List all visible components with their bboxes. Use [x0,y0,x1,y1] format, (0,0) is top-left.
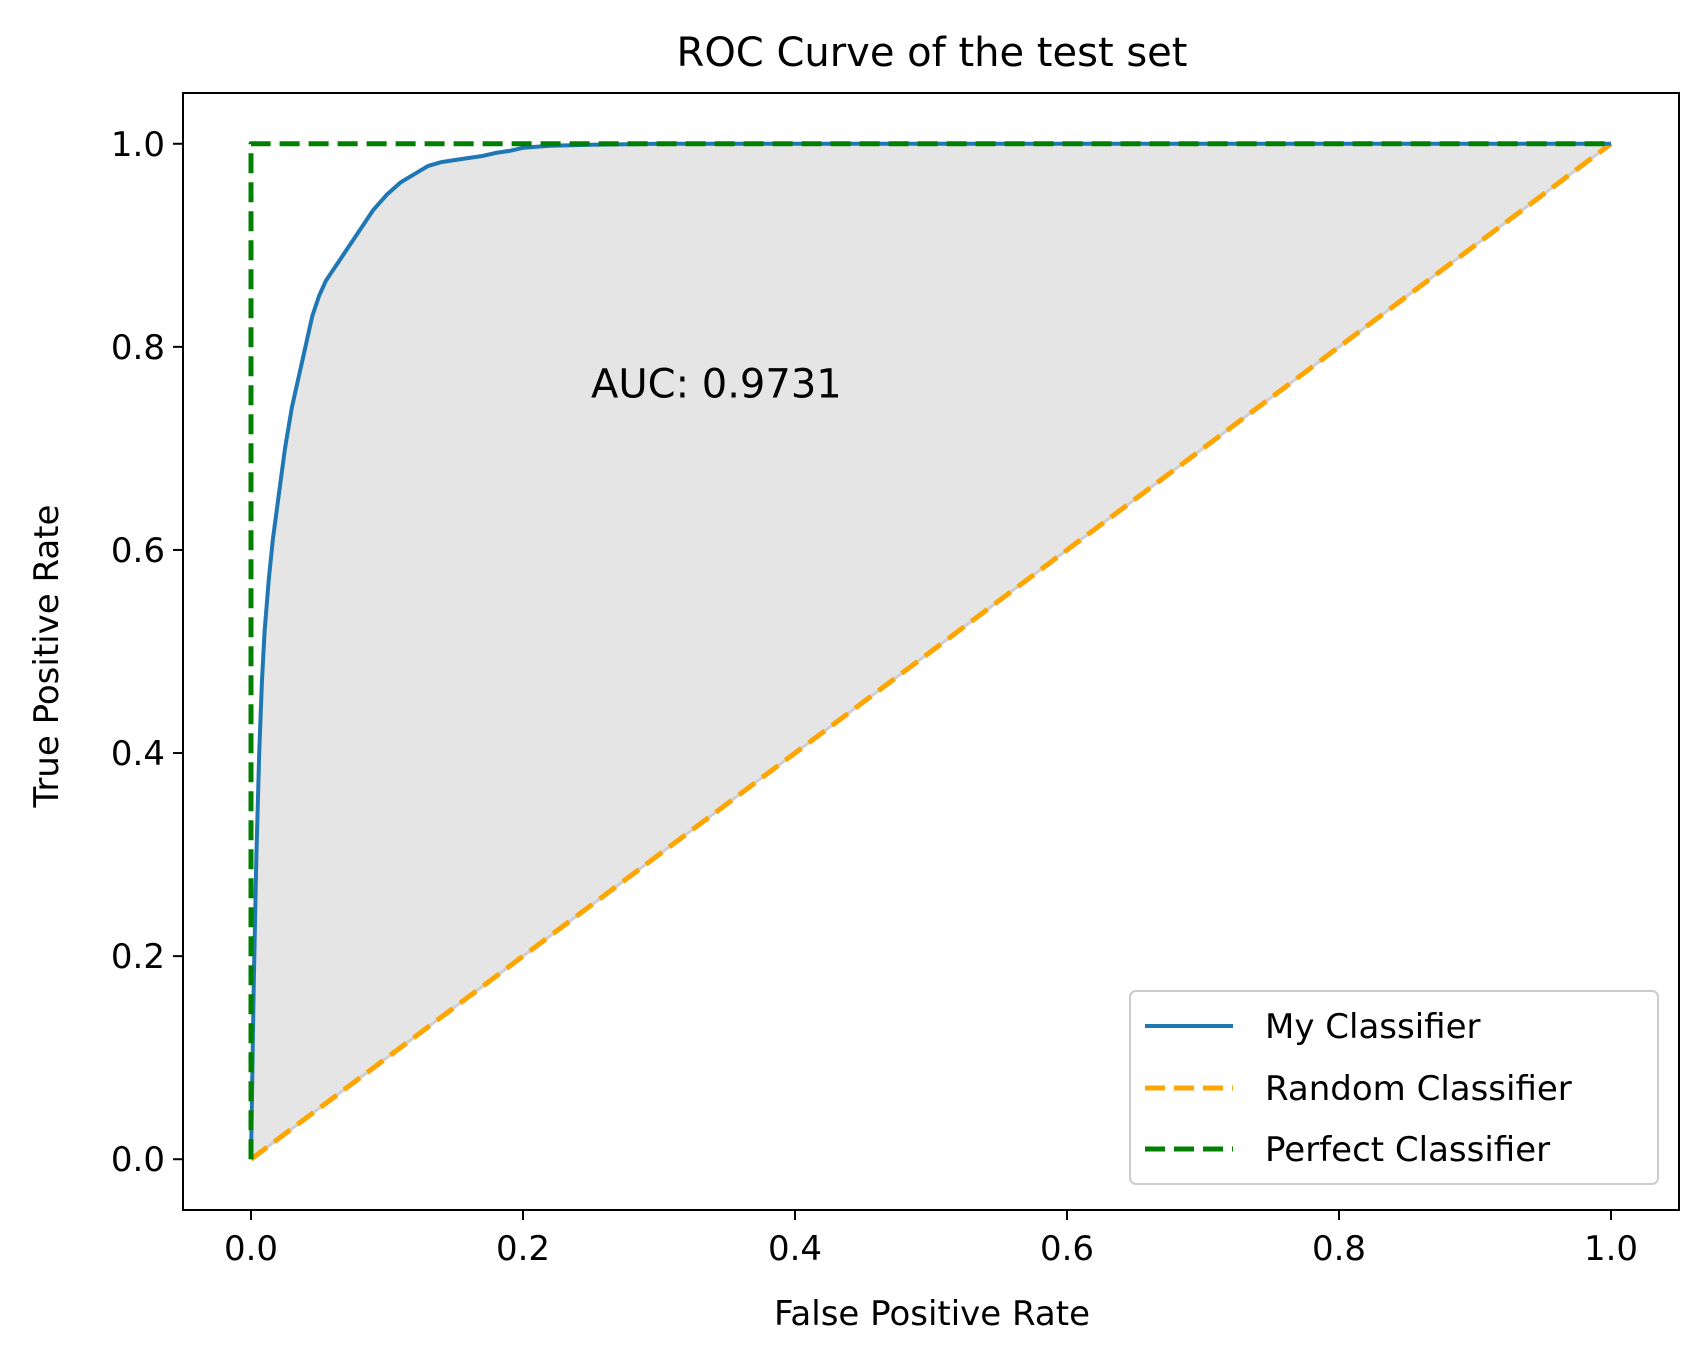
legend-box [1129,990,1659,1185]
legend-label-my-classifier: My Classifier [1265,1007,1480,1047]
series-line-perfect-classifier [248,141,1611,1160]
x-axis-label: False Positive Rate [774,1294,1090,1334]
plot-area-frame [182,92,1680,1211]
legend-label-random-classifier: Random Classifier [1265,1069,1572,1109]
y-tick-label: 1.0 [111,125,165,165]
y-tick-label: 0.0 [111,1140,165,1180]
x-tick-label: 0.4 [768,1229,822,1269]
x-tick-label: 1.0 [1584,1229,1638,1269]
x-tick-label: 0.8 [1312,1229,1366,1269]
legend-label-perfect-classifier: Perfect Classifier [1265,1130,1550,1170]
y-axis-label: True Positive Rate [27,505,67,809]
auc-annotation: AUC: 0.9731 [591,362,842,408]
series-line-random-classifier [249,141,1613,1162]
series-line-my-classifier [249,141,1611,1160]
y-tick-label: 0.8 [111,328,165,368]
axis-ticks: 0.0 0.2 0.4 0.6 0.8 1.0 0.0 0.2 0.4 0.6 0.8 1.0 [111,125,1638,1269]
x-tick-label: 0.0 [224,1229,278,1269]
x-tick-label: 0.2 [496,1229,550,1269]
x-tick-label: 0.6 [1040,1229,1094,1269]
series-layer [248,141,1613,1162]
chart-title: ROC Curve of the test set [677,30,1188,76]
y-tick-label: 0.6 [111,531,165,571]
y-tick-label: 0.2 [111,937,165,977]
y-tick-label: 0.4 [111,734,165,774]
legend: My Classifier Random Classifier Perfect … [1129,990,1659,1185]
